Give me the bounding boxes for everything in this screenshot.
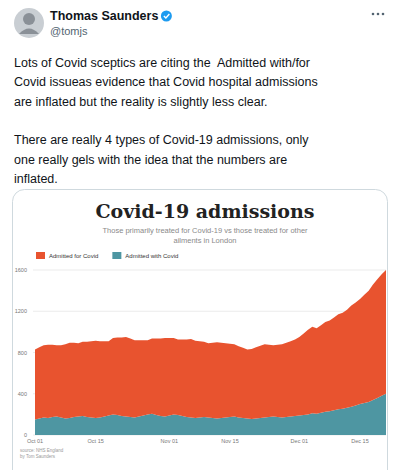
more-icon: [372, 13, 375, 16]
tweet-text: one really gels with the idea that the n…: [14, 153, 287, 167]
chart-subtitle: ailments in London: [174, 236, 237, 245]
handle: @tomjs: [50, 25, 88, 37]
tweet-text: are inflated but the reality is slightly…: [14, 95, 268, 109]
x-tick-label: Dec 15: [351, 438, 368, 444]
avatar-body: [19, 29, 39, 35]
grid-line: [33, 270, 386, 271]
x-tick-label: Dec 01: [291, 438, 308, 444]
media-frame: [13, 190, 388, 470]
y-tick-label: 1200: [15, 308, 27, 314]
more-icon: [382, 13, 385, 16]
grid-line: [33, 311, 386, 312]
area: [35, 270, 386, 420]
page: Thomas Saunders @tomjs Lots of Covid scept…: [0, 0, 398, 470]
legend-label: Admitted for Covid: [49, 253, 98, 259]
legend-swatch: [36, 252, 45, 259]
tweet-text: Covid issueas evidence that Covid hospit…: [14, 75, 318, 89]
legend-label: Admitted with Covid: [125, 253, 178, 259]
tweet-text: inflated.: [14, 172, 58, 186]
x-tick-label: Nov 01: [161, 438, 178, 444]
more-icon: [377, 13, 380, 16]
source-note: source: NHS England: [20, 448, 64, 453]
plot-area: [35, 270, 386, 435]
x-tick-label: Oct 15: [88, 438, 104, 444]
tweet-text: There are really 4 types of Covid-19 adm…: [14, 133, 309, 147]
avatar: [14, 8, 44, 38]
author: Thomas Saunders: [50, 9, 158, 23]
avatar-head: [23, 13, 35, 25]
verified-check: [164, 14, 170, 18]
y-tick-label: 800: [18, 350, 27, 356]
x-tick-label: Nov 15: [221, 438, 238, 444]
tweet-text: Lots of Covid sceptics are citing the Ad…: [14, 56, 310, 70]
chart-title: Covid-19 admissions: [96, 200, 315, 222]
chart-subtitle: Those primarily treated for Covid-19 vs …: [102, 226, 308, 235]
y-tick-label: 400: [18, 391, 27, 397]
verified-badge: [161, 11, 172, 22]
legend-swatch: [112, 252, 121, 259]
source-note: by Tom Saunders: [20, 454, 56, 459]
y-tick-label: 1600: [15, 267, 27, 273]
x-tick-label: Oct 01: [27, 438, 43, 444]
